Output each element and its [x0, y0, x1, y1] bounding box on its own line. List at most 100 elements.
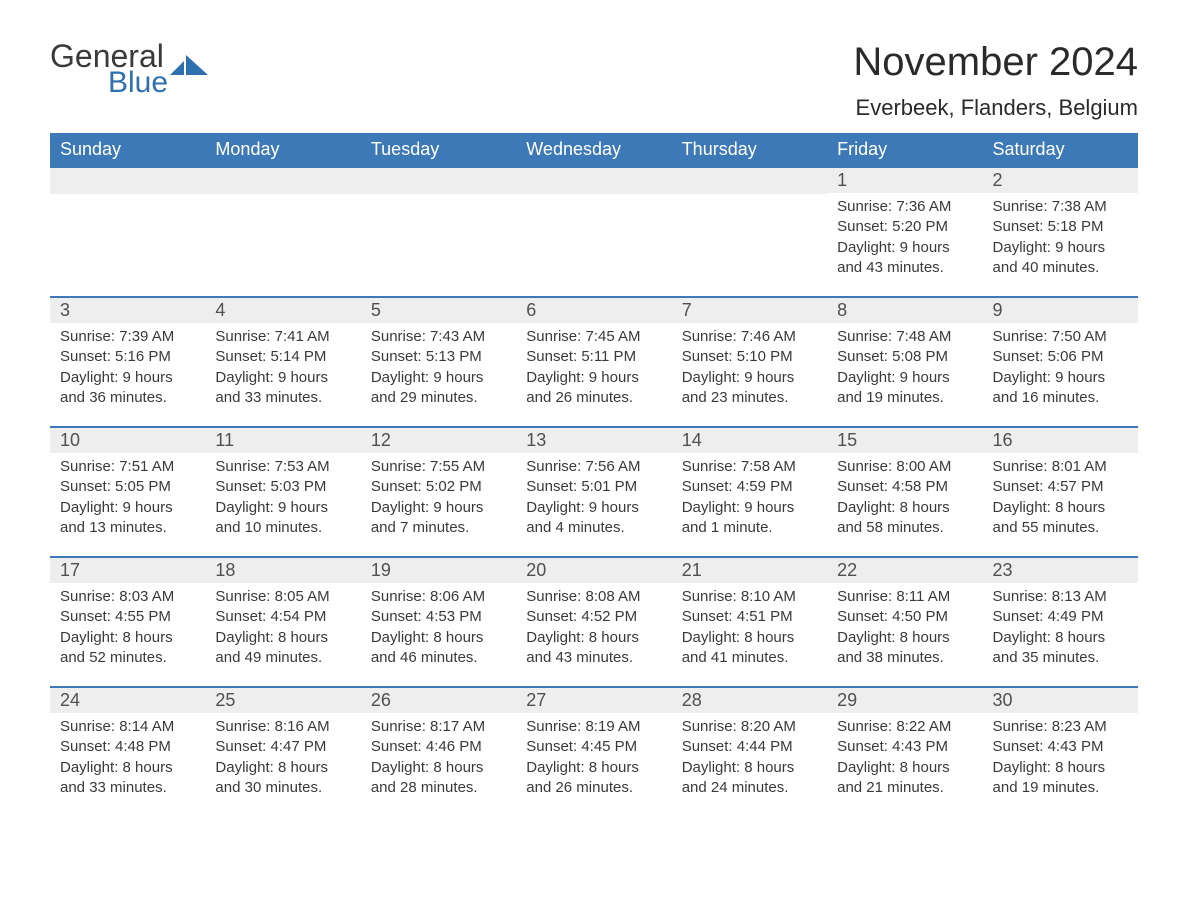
day-body: Sunrise: 7:41 AMSunset: 5:14 PMDaylight:… [205, 323, 360, 418]
sunset-line: Sunset: 4:48 PM [60, 737, 195, 757]
sunset-line: Sunset: 5:20 PM [837, 217, 972, 237]
daylight-label: Daylight: [371, 759, 429, 776]
day-cell [205, 168, 360, 296]
sunset-label: Sunset: [837, 608, 888, 625]
day-number: 25 [205, 688, 360, 713]
day-number: 21 [672, 558, 827, 583]
weekday-header: Saturday [983, 133, 1138, 166]
daylight-line: Daylight: 9 hours and 16 minutes. [993, 368, 1128, 409]
sunrise-label: Sunrise: [60, 328, 115, 345]
sunset-value: 4:51 PM [737, 608, 793, 625]
day-cell [672, 168, 827, 296]
sunset-label: Sunset: [215, 608, 266, 625]
day-cell: 24Sunrise: 8:14 AMSunset: 4:48 PMDayligh… [50, 688, 205, 816]
sunrise-label: Sunrise: [837, 198, 892, 215]
sunset-line: Sunset: 4:43 PM [993, 737, 1128, 757]
daylight-label: Daylight: [60, 369, 118, 386]
weekday-header-row: SundayMondayTuesdayWednesdayThursdayFrid… [50, 133, 1138, 166]
sunrise-line: Sunrise: 7:51 AM [60, 457, 195, 477]
sunset-line: Sunset: 5:02 PM [371, 477, 506, 497]
day-body: Sunrise: 8:19 AMSunset: 4:45 PMDaylight:… [516, 713, 671, 808]
sunrise-label: Sunrise: [371, 718, 426, 735]
sunrise-label: Sunrise: [215, 588, 270, 605]
sunset-line: Sunset: 4:52 PM [526, 607, 661, 627]
sunrise-value: 8:14 AM [119, 718, 174, 735]
sunrise-label: Sunrise: [993, 458, 1048, 475]
sunrise-label: Sunrise: [837, 718, 892, 735]
daylight-label: Daylight: [682, 629, 740, 646]
sunrise-value: 8:19 AM [585, 718, 640, 735]
sunrise-value: 7:50 AM [1052, 328, 1107, 345]
sunrise-value: 7:38 AM [1052, 198, 1107, 215]
day-cell: 14Sunrise: 7:58 AMSunset: 4:59 PMDayligh… [672, 428, 827, 556]
calendar-grid: SundayMondayTuesdayWednesdayThursdayFrid… [50, 133, 1138, 816]
sunset-value: 5:08 PM [892, 348, 948, 365]
sunrise-label: Sunrise: [837, 328, 892, 345]
day-number: 8 [827, 298, 982, 323]
sunrise-label: Sunrise: [60, 588, 115, 605]
sunrise-line: Sunrise: 8:19 AM [526, 717, 661, 737]
weekday-header: Tuesday [361, 133, 516, 166]
day-cell: 17Sunrise: 8:03 AMSunset: 4:55 PMDayligh… [50, 558, 205, 686]
location-text: Everbeek, Flanders, Belgium [853, 95, 1138, 121]
week-row: 17Sunrise: 8:03 AMSunset: 4:55 PMDayligh… [50, 556, 1138, 686]
sunrise-line: Sunrise: 8:08 AM [526, 587, 661, 607]
day-number: 24 [50, 688, 205, 713]
sunrise-label: Sunrise: [682, 458, 737, 475]
sunset-line: Sunset: 4:59 PM [682, 477, 817, 497]
sunset-value: 5:18 PM [1048, 218, 1104, 235]
sunrise-line: Sunrise: 7:53 AM [215, 457, 350, 477]
sunset-value: 4:49 PM [1048, 608, 1104, 625]
title-block: November 2024 Everbeek, Flanders, Belgiu… [853, 40, 1138, 121]
sunset-label: Sunset: [993, 348, 1044, 365]
daylight-line: Daylight: 8 hours and 55 minutes. [993, 498, 1128, 539]
empty-day [50, 168, 205, 194]
day-body: Sunrise: 8:05 AM Sunset: 4:54 PM Daylight:… [205, 583, 360, 678]
sunset-value: 4:43 PM [1048, 738, 1104, 755]
sunrise-line: Sunrise: 7:39 AM [60, 327, 195, 347]
sunrise-value: 8:17 AM [430, 718, 485, 735]
daylight-line: Daylight: 8 hours and 46 minutes. [371, 628, 506, 669]
daylight-label: Daylight: [371, 499, 429, 516]
day-cell: 13Sunrise: 7:56 AMSunset: 5:01 PMDayligh… [516, 428, 671, 556]
sunset-line: Sunset: 5:10 PM [682, 347, 817, 367]
empty-day [361, 168, 516, 194]
sunrise-label: Sunrise: [215, 328, 270, 345]
day-cell [361, 168, 516, 296]
day-cell [516, 168, 671, 296]
day-body: Sunrise: 8:17 AMSunset: 4:46 PMDaylight:… [361, 713, 516, 808]
sunset-line: Sunset: 4:47 PM [215, 737, 350, 757]
day-cell: 29Sunrise: 8:22 AMSunset: 4:43 PMDayligh… [827, 688, 982, 816]
sunrise-line: Sunrise: 7:58 AM [682, 457, 817, 477]
sunset-label: Sunset: [837, 218, 888, 235]
day-number: 28 [672, 688, 827, 713]
sunrise-line: Sunrise: 8:22 AM [837, 717, 972, 737]
sunset-value: 4:57 PM [1048, 478, 1104, 495]
sunset-line: Sunset: 4:54 PM [215, 607, 350, 627]
day-cell: 7Sunrise: 7:46 AMSunset: 5:10 PMDaylight… [672, 298, 827, 426]
sunset-line: Sunset: 4:43 PM [837, 737, 972, 757]
sunrise-label: Sunrise: [837, 588, 892, 605]
sunset-line: Sunset: 5:08 PM [837, 347, 972, 367]
daylight-label: Daylight: [215, 629, 273, 646]
day-body: Sunrise: 7:50 AMSunset: 5:06 PMDaylight:… [983, 323, 1138, 418]
flag-icon [170, 55, 210, 88]
sunset-label: Sunset: [993, 218, 1044, 235]
day-body: Sunrise: 7:45 AMSunset: 5:11 PMDaylight:… [516, 323, 671, 418]
daylight-label: Daylight: [682, 369, 740, 386]
daylight-label: Daylight: [526, 369, 584, 386]
day-number: 18 [205, 558, 360, 583]
day-number: 17 [50, 558, 205, 583]
daylight-line: Daylight: 8 hours and 24 minutes. [682, 758, 817, 799]
sunset-label: Sunset: [682, 608, 733, 625]
sunrise-value: 8:05 AM [275, 588, 330, 605]
sunset-value: 5:01 PM [581, 478, 637, 495]
sunrise-value: 7:41 AM [275, 328, 330, 345]
day-number: 13 [516, 428, 671, 453]
sunrise-line: Sunrise: 8:03 AM [60, 587, 195, 607]
sunrise-label: Sunrise: [526, 718, 581, 735]
sunrise-line: Sunrise: 7:41 AM [215, 327, 350, 347]
daylight-label: Daylight: [682, 759, 740, 776]
sunrise-value: 7:48 AM [896, 328, 951, 345]
daylight-label: Daylight: [526, 759, 584, 776]
